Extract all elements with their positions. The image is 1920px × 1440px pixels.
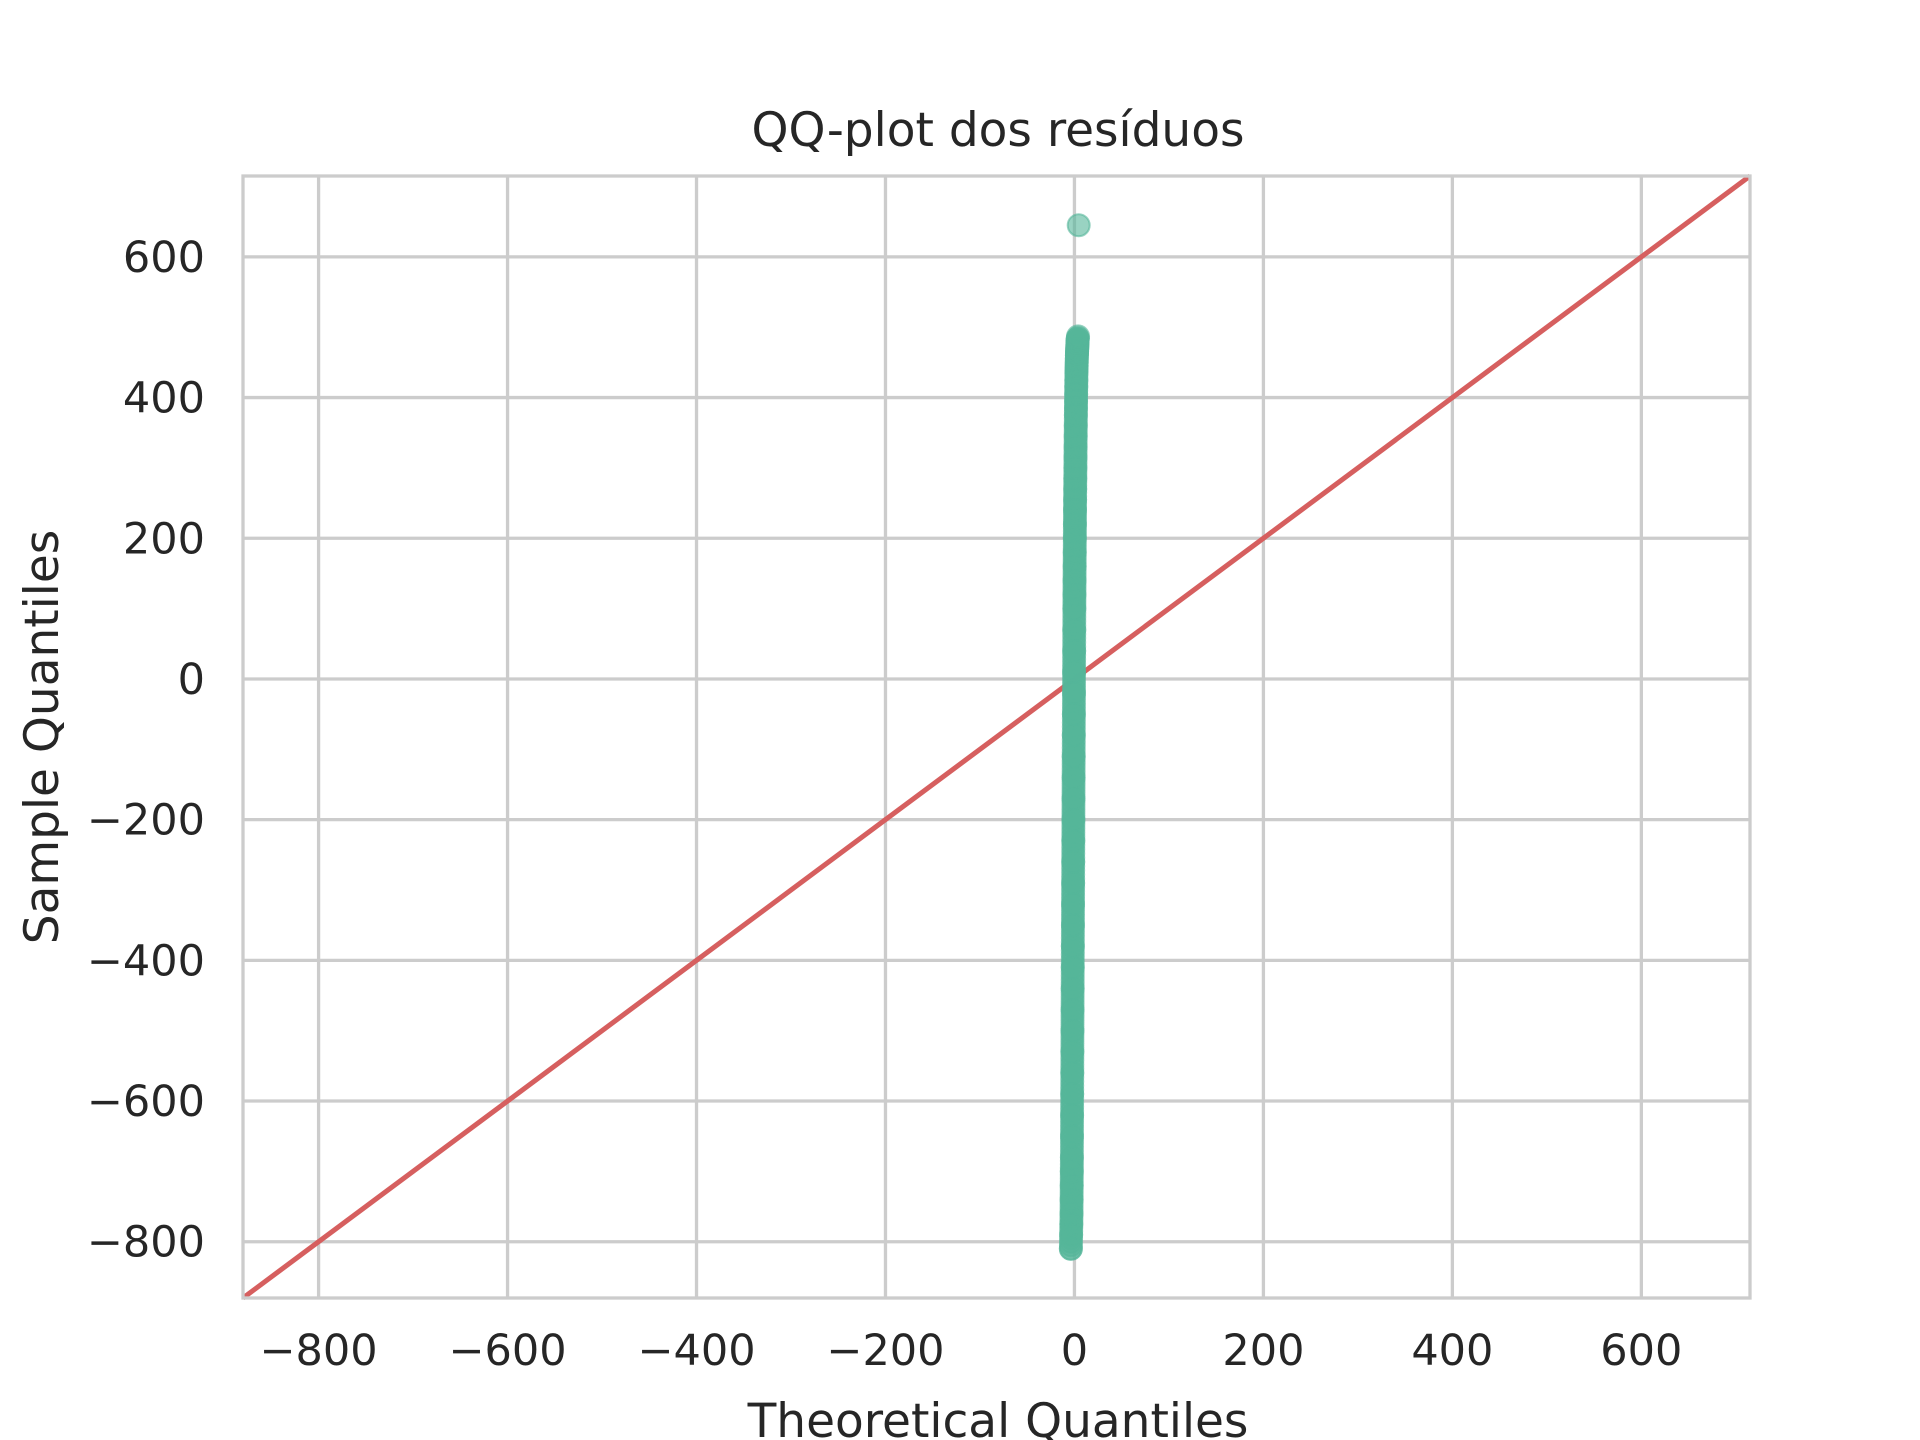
y-tick-label: −400 [87,936,205,986]
data-point [1060,1060,1085,1085]
data-point [1060,976,1085,1001]
data-point [1066,324,1091,349]
chart-title: QQ-plot dos resíduos [752,103,1245,158]
reference-line-group [241,173,1752,1301]
x-tick-label: 200 [1222,1326,1304,1376]
y-tick-label: −200 [87,796,205,846]
data-point [1061,723,1086,748]
data-point [1060,1082,1085,1106]
y-axis-label: Sample Quantiles [15,530,70,945]
data-point [1061,807,1086,832]
x-tick-label: −800 [260,1326,378,1376]
y-tick-label: 400 [123,374,205,424]
x-tick-label: 400 [1411,1326,1493,1376]
x-tick-label: −600 [448,1326,566,1376]
plot-frame [241,174,1752,1300]
data-point [1060,1103,1085,1128]
data-point [1060,997,1085,1022]
data-points [1058,213,1091,1261]
y-tick-labels: −800 −600 −400 −200 0 200 400 600 [87,233,205,1268]
data-point [1061,828,1086,853]
x-tick-label: −200 [826,1326,944,1376]
reference-line [241,173,1752,1301]
y-tick-label: 0 [178,655,205,705]
data-point [1061,702,1086,727]
data-point [1061,870,1086,895]
data-point [1061,892,1086,917]
data-point [1066,213,1091,238]
data-point [1060,1039,1085,1064]
data-point [1060,955,1085,980]
data-point [1060,1018,1085,1043]
x-tick-labels: −800 −600 −400 −200 0 200 400 600 [260,1326,1683,1376]
data-point [1059,1145,1084,1170]
x-tick-label: 600 [1600,1326,1682,1376]
data-point [1062,659,1087,684]
y-tick-label: −600 [87,1077,205,1127]
data-point [1059,1124,1084,1149]
data-point [1060,913,1085,938]
data-point [1061,744,1086,769]
data-point [1061,786,1086,811]
x-tick-label: 0 [1061,1326,1088,1376]
data-point [1060,934,1085,959]
y-tick-label: 600 [123,233,205,283]
x-tick-label: −400 [637,1326,755,1376]
data-point [1061,849,1086,874]
data-point [1061,765,1086,790]
data-point [1062,638,1087,663]
y-tick-label: 200 [123,514,205,564]
data-point [1061,681,1086,706]
y-tick-label: −800 [87,1218,205,1268]
x-axis-label: Theoretical Quantiles [747,1394,1249,1440]
data-point [1062,617,1087,642]
